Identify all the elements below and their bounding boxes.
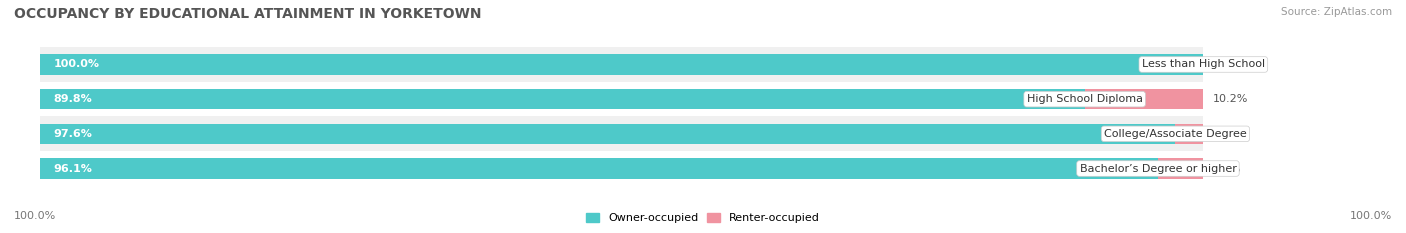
Text: 96.1%: 96.1%: [53, 164, 93, 174]
Bar: [39, 82, 1204, 116]
Bar: [39, 158, 1204, 178]
Text: Bachelor’s Degree or higher: Bachelor’s Degree or higher: [1080, 164, 1236, 174]
Bar: [1159, 158, 1204, 178]
Text: 2.4%: 2.4%: [1212, 129, 1241, 139]
Text: 3.9%: 3.9%: [1212, 164, 1241, 174]
Bar: [1084, 89, 1204, 109]
Bar: [39, 124, 1204, 144]
Text: College/Associate Degree: College/Associate Degree: [1104, 129, 1247, 139]
Text: 100.0%: 100.0%: [53, 59, 100, 69]
Bar: [39, 158, 1159, 178]
Bar: [39, 89, 1084, 109]
Bar: [39, 116, 1204, 151]
Text: 0.0%: 0.0%: [1212, 59, 1241, 69]
Text: 89.8%: 89.8%: [53, 94, 93, 104]
Text: Less than High School: Less than High School: [1142, 59, 1265, 69]
Bar: [1175, 124, 1204, 144]
Text: OCCUPANCY BY EDUCATIONAL ATTAINMENT IN YORKETOWN: OCCUPANCY BY EDUCATIONAL ATTAINMENT IN Y…: [14, 7, 482, 21]
Legend: Owner-occupied, Renter-occupied: Owner-occupied, Renter-occupied: [581, 208, 825, 227]
Bar: [39, 124, 1175, 144]
Text: 97.6%: 97.6%: [53, 129, 93, 139]
Text: 10.2%: 10.2%: [1212, 94, 1249, 104]
Text: Source: ZipAtlas.com: Source: ZipAtlas.com: [1281, 7, 1392, 17]
Bar: [39, 55, 1204, 75]
Bar: [39, 47, 1204, 82]
Bar: [39, 55, 1204, 75]
Bar: [39, 89, 1204, 109]
Bar: [39, 151, 1204, 186]
Text: High School Diploma: High School Diploma: [1026, 94, 1143, 104]
Text: 100.0%: 100.0%: [14, 211, 56, 221]
Text: 100.0%: 100.0%: [1350, 211, 1392, 221]
